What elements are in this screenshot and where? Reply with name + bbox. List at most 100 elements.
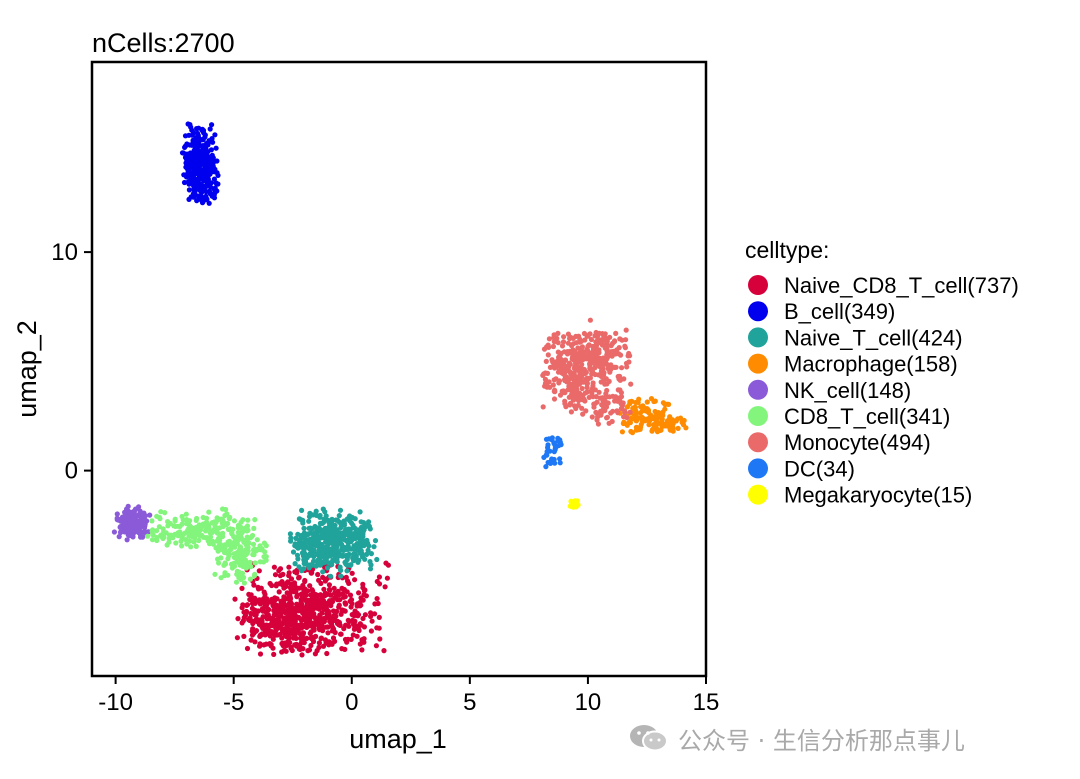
data-point: [643, 406, 649, 412]
data-point: [313, 603, 319, 609]
data-point: [247, 576, 253, 582]
data-point: [588, 336, 595, 343]
x-tick-label: 0: [345, 689, 358, 716]
data-point: [576, 373, 582, 380]
data-point: [374, 596, 380, 602]
data-point: [225, 520, 231, 527]
data-point: [179, 543, 185, 549]
data-point: [259, 619, 265, 626]
data-point: [183, 174, 190, 180]
data-point: [329, 622, 335, 628]
data-point: [624, 415, 630, 421]
data-point: [572, 500, 578, 506]
data-point: [352, 526, 358, 532]
data-point: [316, 525, 322, 531]
points-layer: [111, 121, 689, 658]
data-point: [175, 530, 181, 536]
data-point: [203, 162, 209, 168]
data-point: [248, 610, 254, 617]
data-point: [114, 511, 120, 517]
legend-label: CD8_T_cell(341): [784, 404, 950, 429]
data-point: [649, 428, 655, 434]
data-point: [117, 524, 123, 530]
data-point: [571, 403, 578, 409]
data-point: [344, 639, 350, 645]
data-point: [303, 617, 309, 623]
data-point: [344, 552, 350, 558]
data-point: [372, 611, 378, 617]
data-point: [186, 538, 193, 544]
data-point: [288, 603, 294, 609]
data-point: [312, 621, 318, 627]
data-point: [605, 400, 611, 406]
data-point: [365, 523, 371, 529]
legend-label: Naive_T_cell(424): [784, 325, 963, 350]
data-point: [629, 398, 635, 404]
data-point: [365, 547, 371, 554]
data-point: [235, 616, 241, 622]
data-point: [111, 529, 117, 535]
data-point: [580, 411, 586, 417]
data-point: [349, 601, 355, 607]
data-point: [288, 620, 294, 626]
data-point: [194, 139, 200, 145]
data-point: [325, 526, 331, 532]
x-tick-label: 10: [575, 689, 602, 716]
data-point: [368, 628, 374, 634]
data-point: [117, 529, 124, 536]
data-point: [190, 177, 196, 183]
data-point: [327, 587, 333, 593]
data-point: [147, 512, 153, 518]
data-point: [381, 648, 387, 654]
legend-swatch: [748, 301, 768, 322]
data-point: [327, 531, 333, 538]
data-point: [639, 417, 645, 423]
data-point: [179, 535, 185, 541]
data-point: [555, 340, 561, 346]
data-point: [352, 577, 358, 583]
data-point: [194, 515, 200, 522]
data-point: [273, 583, 279, 589]
legend-label: Naive_CD8_T_cell(737): [784, 273, 1019, 298]
data-point: [328, 592, 334, 598]
data-point: [252, 517, 258, 523]
data-point: [296, 646, 302, 652]
data-point: [202, 134, 208, 140]
data-point: [578, 356, 585, 362]
data-point: [233, 579, 240, 585]
data-point: [320, 599, 326, 605]
legend-swatch: [748, 327, 768, 348]
data-point: [358, 622, 364, 628]
data-point: [270, 645, 276, 651]
data-point: [243, 552, 249, 558]
data-point: [243, 612, 249, 618]
data-point: [332, 629, 338, 636]
data-point: [574, 386, 580, 392]
data-point: [336, 602, 342, 608]
data-point: [299, 507, 305, 513]
data-point: [374, 556, 380, 563]
data-point: [199, 156, 205, 162]
data-point: [608, 343, 614, 349]
data-point: [192, 190, 198, 196]
data-point: [183, 143, 189, 149]
data-point: [200, 127, 207, 134]
data-point: [183, 160, 189, 166]
data-point: [175, 523, 181, 529]
data-point: [185, 169, 191, 175]
data-point: [611, 364, 617, 370]
data-point: [248, 564, 254, 570]
legend: Naive_CD8_T_cell(737)B_cell(349)Naive_T_…: [748, 273, 1019, 508]
series-6-points: [145, 506, 269, 586]
data-point: [122, 520, 128, 526]
data-point: [191, 149, 197, 155]
axes-layer: -10 -5 0 5 10 15 0 10: [51, 239, 719, 716]
data-point: [336, 513, 342, 519]
data-point: [600, 361, 606, 367]
data-point: [551, 377, 557, 383]
legend-swatch: [748, 458, 768, 479]
data-point: [154, 528, 160, 534]
data-point: [208, 180, 214, 186]
data-point: [596, 349, 602, 356]
data-point: [312, 651, 318, 657]
